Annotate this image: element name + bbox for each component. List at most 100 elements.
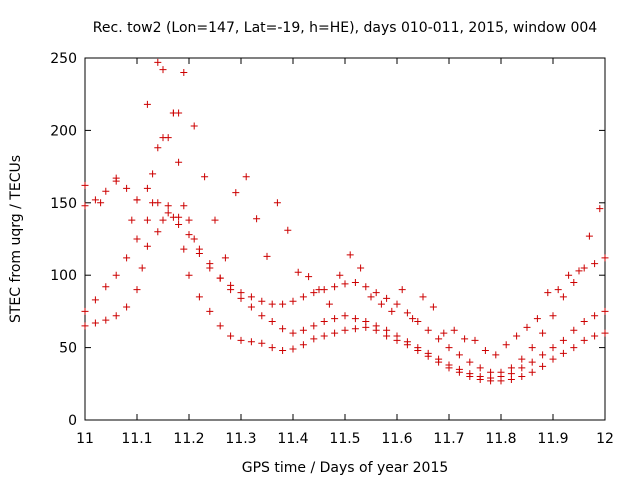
data-point: [539, 362, 547, 370]
data-point: [591, 260, 599, 268]
data-point: [180, 245, 188, 253]
data-point: [507, 364, 515, 372]
data-point: [591, 332, 599, 340]
data-point: [445, 344, 453, 352]
data-point: [362, 283, 370, 291]
data-point: [149, 170, 157, 178]
data-point: [372, 289, 380, 297]
data-point: [383, 326, 391, 334]
data-point: [232, 189, 240, 197]
data-point: [357, 264, 365, 272]
data-point: [294, 268, 302, 276]
data-point: [268, 318, 276, 326]
data-point: [299, 341, 307, 349]
data-point: [466, 370, 474, 378]
y-tick-label: 50: [59, 341, 77, 357]
data-point: [351, 315, 359, 323]
y-tick-label: 150: [50, 196, 77, 212]
data-point: [180, 68, 188, 76]
data-point: [211, 216, 219, 224]
data-point: [123, 184, 131, 192]
data-point: [513, 332, 521, 340]
data-point: [351, 325, 359, 333]
data-point: [112, 271, 120, 279]
x-tick-label: 11.1: [121, 431, 152, 447]
data-point: [81, 322, 89, 330]
data-point: [528, 344, 536, 352]
data-point: [143, 216, 151, 224]
data-point: [289, 297, 297, 305]
chart-title: Rec. tow2 (Lon=147, Lat=-19, h=HE), days…: [93, 20, 597, 36]
data-point: [128, 216, 136, 224]
data-point: [518, 373, 526, 381]
y-tick-label: 250: [50, 51, 77, 67]
data-point: [315, 286, 323, 294]
data-point: [185, 231, 193, 239]
data-point: [331, 315, 339, 323]
data-point: [279, 346, 287, 354]
data-point: [528, 368, 536, 376]
data-point: [435, 355, 443, 363]
data-point: [341, 326, 349, 334]
data-point: [575, 267, 583, 275]
x-tick-label: 12: [596, 431, 614, 447]
y-tick-label: 100: [50, 268, 77, 284]
y-tick-label: 0: [68, 413, 77, 429]
data-point: [528, 358, 536, 366]
data-point: [341, 312, 349, 320]
data-point: [242, 173, 250, 181]
data-point: [549, 355, 557, 363]
data-point: [247, 303, 255, 311]
data-point: [570, 278, 578, 286]
data-point: [580, 318, 588, 326]
data-point: [81, 202, 89, 210]
data-point: [585, 232, 593, 240]
data-point: [580, 264, 588, 272]
data-point: [123, 254, 131, 262]
data-point: [91, 296, 99, 304]
data-point: [175, 213, 183, 221]
data-point: [143, 184, 151, 192]
data-point: [554, 286, 562, 294]
axes-layer: 11 11.1 11.2 11.3 11.4 11.5 11.6 11.7 11.8 11.9 12…: [50, 51, 614, 447]
x-tick-label: 11.3: [225, 431, 256, 447]
data-point: [570, 326, 578, 334]
x-tick-label: 11.9: [537, 431, 568, 447]
data-point: [559, 349, 567, 357]
data-point: [424, 349, 432, 357]
data-point: [445, 361, 453, 369]
x-tick-label: 11.4: [277, 431, 308, 447]
data-point: [466, 358, 474, 366]
data-point: [492, 351, 500, 359]
data-point: [237, 336, 245, 344]
data-point: [91, 196, 99, 204]
data-point: [539, 351, 547, 359]
data-point: [216, 322, 224, 330]
data-point: [502, 341, 510, 349]
data-point: [159, 216, 167, 224]
data-point: [544, 289, 552, 297]
data-point: [367, 293, 375, 301]
data-point: [559, 336, 567, 344]
data-point: [523, 323, 531, 331]
x-tick-label: 11.8: [485, 431, 516, 447]
data-point: [81, 181, 89, 189]
data-point: [206, 307, 214, 315]
data-point: [409, 315, 417, 323]
data-point: [247, 338, 255, 346]
data-point: [149, 199, 157, 207]
data-point: [263, 252, 271, 260]
data-point: [247, 293, 255, 301]
data-point: [596, 205, 604, 213]
data-point: [289, 345, 297, 353]
data-point: [195, 249, 203, 257]
data-point: [601, 254, 609, 262]
data-point: [253, 215, 261, 223]
x-axis-label: GPS time / Days of year 2015: [242, 460, 449, 476]
data-point: [279, 325, 287, 333]
data-point: [258, 339, 266, 347]
data-point: [133, 235, 141, 243]
data-point: [102, 283, 110, 291]
data-point: [429, 303, 437, 311]
